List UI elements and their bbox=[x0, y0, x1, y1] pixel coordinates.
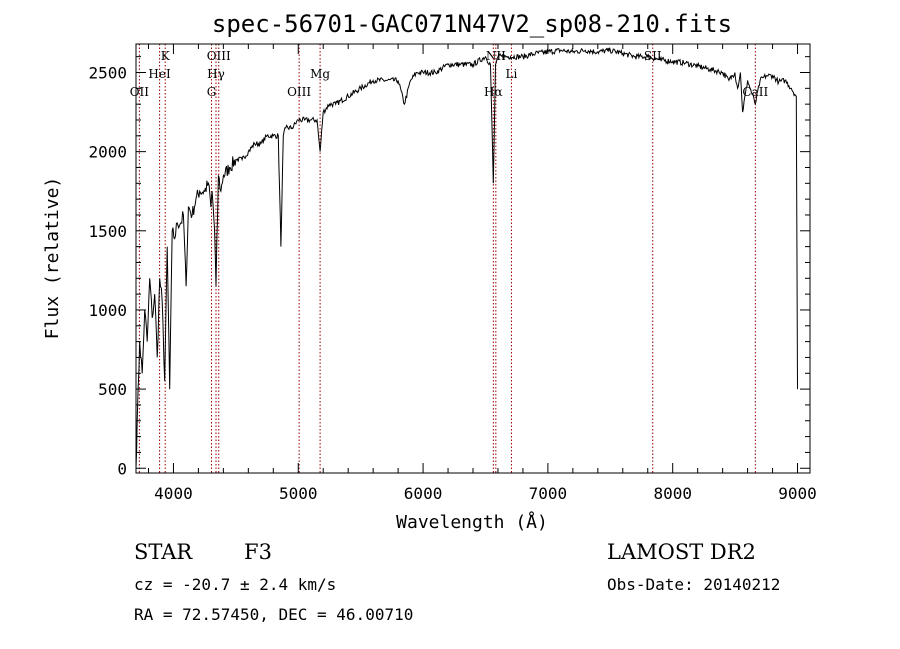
x-tick-label: 9000 bbox=[778, 484, 817, 503]
spectrum-series-line bbox=[135, 47, 798, 469]
spectral-line-label: Hγ bbox=[207, 67, 225, 81]
x-tick-label: 4000 bbox=[154, 484, 193, 503]
spectral-line-label: G bbox=[207, 85, 217, 99]
plot-frame bbox=[135, 43, 811, 474]
spectral-line-label: Li bbox=[506, 67, 518, 81]
y-axis-ticks: 0 500 1000 1500 2000 2500 bbox=[88, 56, 810, 478]
x-tick-label: 8000 bbox=[653, 484, 692, 503]
spectral-type: F3 bbox=[244, 540, 272, 564]
spectral-line-label: OII bbox=[130, 85, 150, 99]
observation-date: Obs-Date: 20140212 bbox=[607, 575, 781, 594]
spectral-line-label: OIII bbox=[287, 85, 311, 99]
x-axis-label: Wavelength (Å) bbox=[396, 511, 548, 533]
spectral-line-label: CaII bbox=[742, 85, 768, 99]
y-tick-label: 2500 bbox=[88, 63, 127, 82]
object-class-label: STAR bbox=[134, 540, 193, 564]
y-tick-label: 2000 bbox=[88, 143, 127, 162]
spectral-line-label: Hα bbox=[484, 85, 503, 99]
x-tick-label: 5000 bbox=[279, 484, 318, 503]
spectral-line-label: NII bbox=[486, 49, 506, 63]
y-tick-label: 1000 bbox=[88, 301, 127, 320]
sky-coordinates: RA = 72.57450, DEC = 46.00710 bbox=[134, 605, 414, 624]
y-tick-label: 1500 bbox=[88, 222, 127, 241]
spectral-line-label: Mg bbox=[310, 67, 330, 81]
spectral-line-label: K bbox=[161, 49, 171, 63]
spectral-line-label: HeI bbox=[148, 67, 171, 81]
y-tick-label: 0 bbox=[117, 459, 127, 478]
y-tick-label: 500 bbox=[98, 380, 127, 399]
x-tick-label: 7000 bbox=[529, 484, 568, 503]
x-axis-ticks: 4000 5000 6000 7000 8000 9000 bbox=[147, 44, 817, 503]
redshift-velocity: cz = -20.7 ± 2.4 km/s bbox=[134, 575, 337, 594]
x-tick-label: 6000 bbox=[404, 484, 443, 503]
chart-title: spec-56701-GAC071N47V2_sp08-210.fits bbox=[212, 10, 732, 38]
survey-release: LAMOST DR2 bbox=[607, 540, 756, 564]
y-axis-label: Flux (relative) bbox=[42, 177, 63, 340]
spectral-line-label: OIII bbox=[207, 49, 231, 63]
